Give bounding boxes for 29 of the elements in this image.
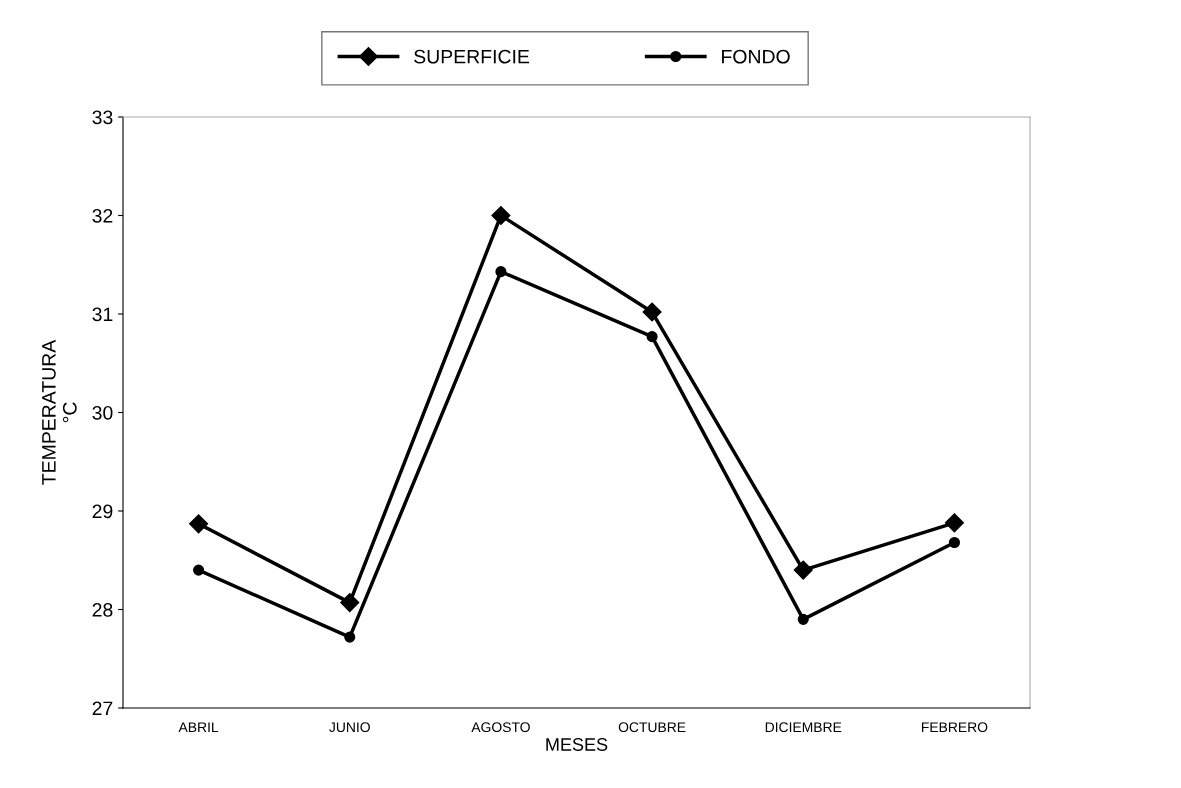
- point: [797, 613, 809, 625]
- point: [646, 331, 658, 343]
- y-tick-label: 33: [92, 110, 113, 125]
- point: [193, 564, 205, 576]
- point: [642, 302, 662, 322]
- x-tick-label: AGOSTO: [471, 722, 530, 733]
- x-tick-label: DICIEMBRE: [765, 722, 842, 733]
- x-axis-title: MESES: [546, 738, 608, 751]
- x-tick-label: FEBRERO: [921, 722, 988, 733]
- point: [344, 631, 356, 643]
- y-axis-title: TEMPERATURA °C: [42, 339, 77, 485]
- point: [340, 593, 360, 613]
- x-tick-label: JUNIO: [329, 722, 370, 733]
- x-tick-label: OCTUBRE: [618, 722, 686, 733]
- y-tick-label: 28: [92, 602, 113, 617]
- point: [948, 536, 960, 549]
- y-tick-label: 32: [92, 208, 113, 223]
- point: [944, 513, 964, 533]
- y-tick-label: 29: [92, 504, 113, 519]
- y-tick-label: 30: [92, 405, 113, 420]
- point: [495, 266, 507, 278]
- point: [189, 514, 209, 534]
- legend-label: FONDO: [722, 49, 790, 64]
- point: [491, 205, 511, 226]
- x-tick-label: ABRIL: [178, 722, 219, 732]
- legend-label: SUPERFICIE: [414, 49, 530, 64]
- y-tick-label: 27: [92, 701, 113, 716]
- y-tick-label: 31: [92, 307, 113, 322]
- point: [793, 560, 813, 580]
